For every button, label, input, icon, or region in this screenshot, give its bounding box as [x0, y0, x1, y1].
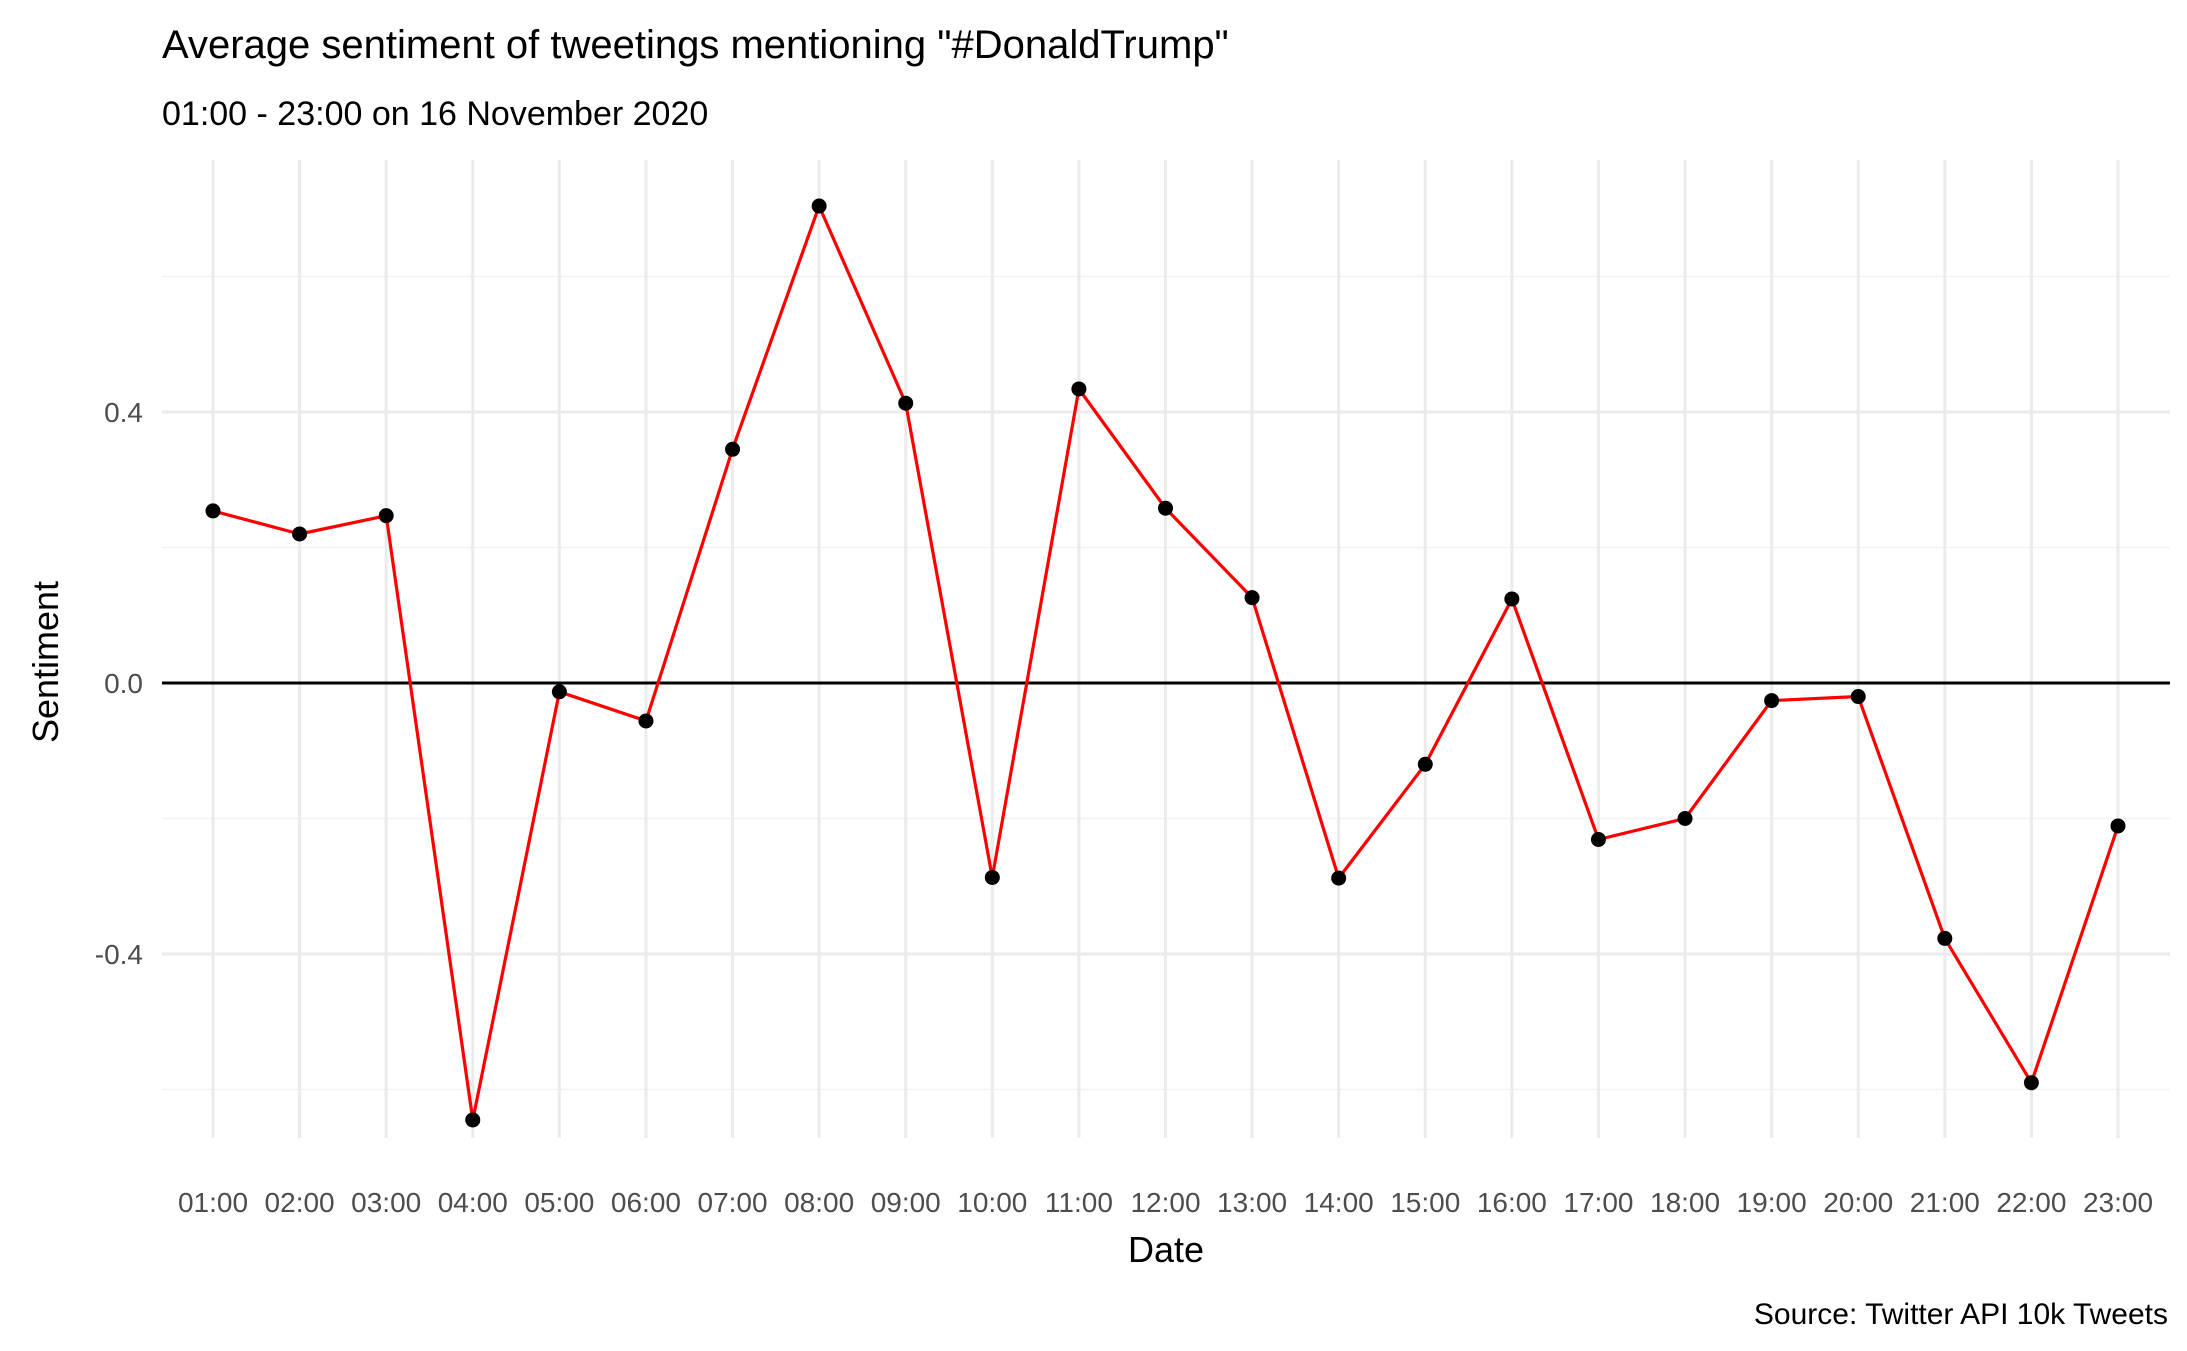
data-point [1590, 832, 1606, 848]
grid-layer [162, 160, 2170, 1138]
x-tick-label: 18:00 [1650, 1187, 1720, 1218]
data-point [725, 441, 741, 457]
chart-caption: Source: Twitter API 10k Tweets [1754, 1298, 2168, 1331]
x-tick-label: 04:00 [438, 1187, 508, 1218]
x-tick-label: 03:00 [351, 1187, 421, 1218]
chart-subtitle: 01:00 - 23:00 on 16 November 2020 [162, 95, 708, 133]
data-point [811, 198, 827, 214]
y-tick-label: 0.0 [104, 668, 143, 699]
data-point [1850, 689, 1866, 705]
x-tick-label: 15:00 [1390, 1187, 1460, 1218]
x-tick-label: 23:00 [2083, 1187, 2153, 1218]
data-point [898, 395, 914, 411]
chart-title: Average sentiment of tweetings mentionin… [162, 23, 1229, 67]
y-tick-label: -0.4 [95, 939, 143, 970]
x-tick-label: 01:00 [178, 1187, 248, 1218]
x-tick-label: 22:00 [1996, 1187, 2066, 1218]
x-tick-label: 13:00 [1217, 1187, 1287, 1218]
x-tick-label: 07:00 [698, 1187, 768, 1218]
data-point [2110, 818, 2126, 834]
points-layer [205, 198, 2126, 1128]
x-tick-label: 08:00 [784, 1187, 854, 1218]
x-tick-label: 02:00 [265, 1187, 335, 1218]
y-axis-label: Sentiment [25, 581, 66, 743]
data-point [1504, 591, 1520, 607]
data-point [2023, 1075, 2039, 1091]
y-tick-labels: -0.4 0.0 0.4 [95, 397, 143, 970]
data-point [465, 1112, 481, 1128]
x-tick-label: 10:00 [957, 1187, 1027, 1218]
x-tick-label: 05:00 [524, 1187, 594, 1218]
data-point [1417, 756, 1433, 772]
data-point [1331, 870, 1347, 886]
x-tick-label: 12:00 [1130, 1187, 1200, 1218]
x-tick-label: 16:00 [1477, 1187, 1547, 1218]
data-point [1071, 381, 1087, 397]
data-point [1244, 590, 1260, 606]
data-point [292, 526, 308, 542]
data-point [1764, 693, 1780, 709]
data-point [205, 503, 221, 519]
x-tick-label: 09:00 [871, 1187, 941, 1218]
data-point [1937, 930, 1953, 946]
x-tick-label: 20:00 [1823, 1187, 1893, 1218]
x-tick-label: 17:00 [1563, 1187, 1633, 1218]
x-tick-label: 21:00 [1910, 1187, 1980, 1218]
data-point [551, 684, 567, 700]
x-tick-labels: 01:00 02:00 03:00 04:00 05:00 06:00 07:00 08:00… [178, 1187, 2153, 1218]
data-point [1158, 500, 1173, 516]
x-tick-label: 14:00 [1304, 1187, 1374, 1218]
data-point [984, 869, 1000, 885]
x-tick-label: 11:00 [1045, 1187, 1113, 1218]
data-point [638, 713, 654, 729]
x-axis-label: Date [1128, 1229, 1204, 1270]
data-point [1677, 811, 1693, 826]
data-point [378, 508, 394, 524]
x-tick-label: 19:00 [1737, 1187, 1807, 1218]
y-tick-label: 0.4 [104, 397, 143, 428]
x-tick-label: 06:00 [611, 1187, 681, 1218]
